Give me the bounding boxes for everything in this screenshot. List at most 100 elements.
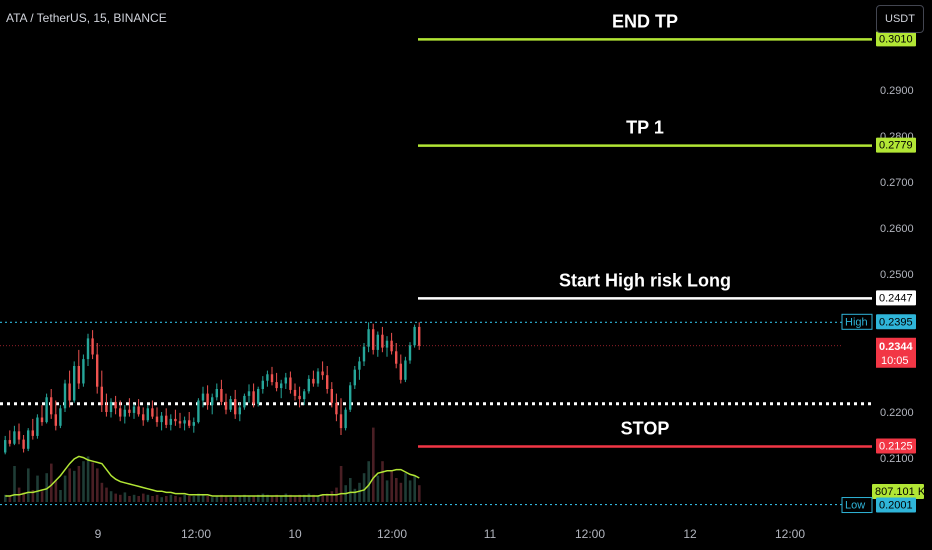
volume-bar bbox=[275, 494, 278, 502]
volume-bar bbox=[413, 475, 416, 502]
volume-bar bbox=[77, 466, 81, 502]
candle-body bbox=[59, 408, 62, 426]
volume-bar bbox=[105, 487, 108, 502]
volume-bar bbox=[261, 493, 265, 502]
candle-body bbox=[63, 383, 67, 409]
candle-body bbox=[418, 326, 421, 346]
low-label-tag: Low bbox=[845, 500, 865, 512]
candle-body bbox=[178, 421, 182, 424]
volume-bar bbox=[201, 494, 205, 502]
volume-bar bbox=[40, 491, 44, 502]
high-label-tag: High bbox=[845, 316, 868, 328]
volume-bar bbox=[114, 493, 117, 502]
candle-body bbox=[362, 346, 366, 362]
high-label-border bbox=[841, 313, 873, 330]
symbol-title: ATA / TetherUS, 15, BINANCE bbox=[6, 11, 167, 25]
volume-bar bbox=[252, 496, 255, 502]
volume-bar bbox=[353, 488, 357, 502]
volume-bar bbox=[86, 456, 90, 502]
candle-body bbox=[151, 408, 154, 417]
candle-body bbox=[45, 397, 48, 423]
volume-bar bbox=[142, 493, 145, 502]
candle-body bbox=[261, 380, 264, 389]
volume-bar bbox=[4, 494, 7, 502]
volume-bar bbox=[238, 496, 242, 502]
volume-bar bbox=[82, 461, 85, 502]
candle-body bbox=[280, 383, 283, 389]
volume-bar bbox=[399, 482, 403, 502]
y-tick-label: 0.2700 bbox=[880, 177, 914, 189]
candle-body bbox=[105, 405, 108, 412]
level-title: STOP bbox=[621, 419, 670, 439]
candle-body bbox=[17, 431, 21, 440]
volume-bar bbox=[243, 494, 246, 502]
volume-bar bbox=[132, 494, 136, 502]
countdown-tag: 10:05 bbox=[881, 355, 909, 367]
y-tick-label: 0.2600 bbox=[880, 223, 914, 235]
low-label-tag-bg bbox=[842, 497, 872, 513]
volume-bar bbox=[197, 493, 200, 502]
volume-bar bbox=[165, 496, 168, 502]
candle-body bbox=[353, 369, 356, 386]
low-price-tag-bg bbox=[876, 497, 916, 513]
volume-bar bbox=[211, 497, 214, 502]
candle-body bbox=[169, 418, 172, 425]
volume-bar bbox=[257, 494, 260, 502]
candle-body bbox=[298, 395, 301, 400]
candle-body bbox=[137, 406, 140, 415]
candle-body bbox=[215, 389, 218, 398]
candle-body bbox=[330, 389, 333, 403]
candle-body bbox=[252, 391, 255, 404]
currency-button[interactable]: USDT bbox=[876, 5, 924, 33]
volume-bar bbox=[215, 496, 219, 502]
volume-bar bbox=[155, 494, 159, 502]
candle-body bbox=[390, 340, 393, 352]
volume-bar bbox=[270, 496, 274, 502]
candle-body bbox=[326, 375, 329, 389]
candle-body bbox=[224, 401, 228, 410]
candle-body bbox=[100, 386, 103, 406]
volume-bar bbox=[220, 494, 223, 502]
candle-body bbox=[404, 360, 407, 380]
volume-bar bbox=[280, 496, 283, 502]
volume-bar bbox=[224, 496, 228, 502]
volume-bar bbox=[109, 491, 113, 502]
candle-body bbox=[238, 407, 241, 415]
volume-bar bbox=[234, 496, 237, 502]
candle-body bbox=[123, 409, 126, 417]
volume-bar bbox=[73, 470, 76, 502]
volume-bar bbox=[376, 475, 380, 502]
volume-bar bbox=[36, 475, 39, 502]
volume-bar bbox=[316, 496, 320, 502]
x-tick-label: 12:00 bbox=[377, 527, 407, 541]
volume-bar bbox=[247, 496, 251, 502]
level-price-tag: 0.3010 bbox=[879, 33, 913, 45]
volume-bar bbox=[174, 496, 177, 502]
level-price-tag-bg bbox=[876, 31, 916, 47]
volume-bar bbox=[289, 494, 292, 502]
volume-bar bbox=[146, 494, 150, 502]
candle-body bbox=[266, 374, 269, 381]
volume-bar bbox=[404, 473, 407, 502]
volume-bar bbox=[45, 473, 48, 502]
candle-body bbox=[358, 361, 361, 370]
volume-bar bbox=[68, 468, 71, 502]
volume-bar bbox=[160, 497, 163, 502]
candle-body bbox=[349, 385, 352, 410]
candle-body bbox=[339, 414, 343, 429]
volume-bar bbox=[91, 462, 94, 502]
candle-body bbox=[86, 338, 90, 360]
low-label-border bbox=[841, 497, 873, 514]
candle-body bbox=[321, 371, 324, 376]
candle-body bbox=[201, 393, 205, 401]
candle-body bbox=[40, 417, 44, 423]
candle-body bbox=[335, 402, 338, 415]
candle-body bbox=[96, 354, 99, 387]
candle-body bbox=[275, 382, 278, 389]
candle-body bbox=[165, 415, 168, 425]
candle-body bbox=[197, 400, 200, 423]
volume-bar bbox=[326, 493, 329, 502]
volume-bar bbox=[137, 496, 140, 502]
